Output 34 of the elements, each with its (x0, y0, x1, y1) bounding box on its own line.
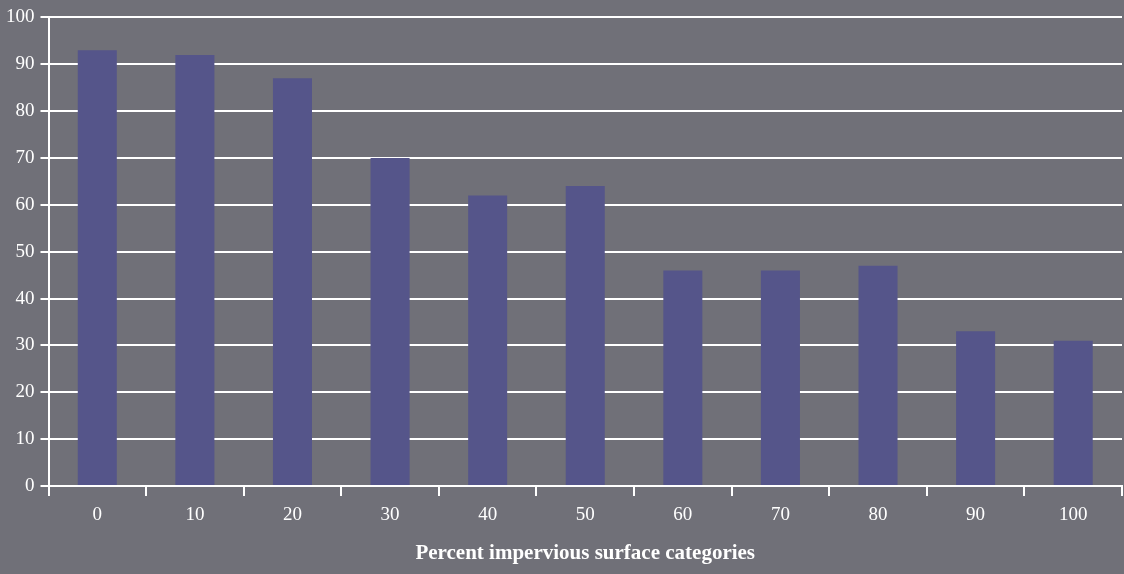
x-tick-label: 100 (1058, 503, 1088, 525)
x-axis-title: Percent impervious surface categories (415, 539, 756, 564)
y-tick-label: 80 (15, 99, 35, 121)
x-tick-label: 20 (282, 503, 302, 525)
x-tick-label: 80 (868, 503, 888, 525)
bar (175, 54, 215, 485)
x-tick-label: 60 (673, 503, 693, 525)
y-tick-label: 20 (15, 380, 35, 402)
y-tick-label: 10 (15, 427, 35, 449)
y-tick-label: 60 (15, 192, 35, 214)
bar (77, 50, 117, 485)
x-tick-label: 40 (478, 503, 498, 525)
x-tick-label: 30 (380, 503, 400, 525)
bar (858, 265, 898, 485)
bar (956, 331, 996, 485)
x-tick-label: 50 (575, 503, 595, 525)
y-tick-label: 70 (15, 145, 35, 167)
bar (370, 157, 410, 485)
y-tick-label: 0 (25, 473, 35, 495)
y-tick-label: 100 (6, 5, 35, 27)
y-tick-label: 40 (15, 286, 35, 308)
bar (468, 195, 508, 485)
bar (272, 78, 312, 485)
y-tick-label: 90 (15, 52, 35, 74)
bar (663, 270, 703, 485)
x-tick-label: 10 (185, 503, 205, 525)
x-tick-label: 90 (966, 503, 986, 525)
y-tick-label: 30 (15, 333, 35, 355)
x-tick-label: 70 (770, 503, 790, 525)
x-tick-label: 0 (92, 503, 103, 525)
bar (760, 270, 800, 485)
y-tick-label: 50 (15, 239, 35, 261)
bar (565, 186, 605, 485)
bar (1053, 340, 1093, 485)
